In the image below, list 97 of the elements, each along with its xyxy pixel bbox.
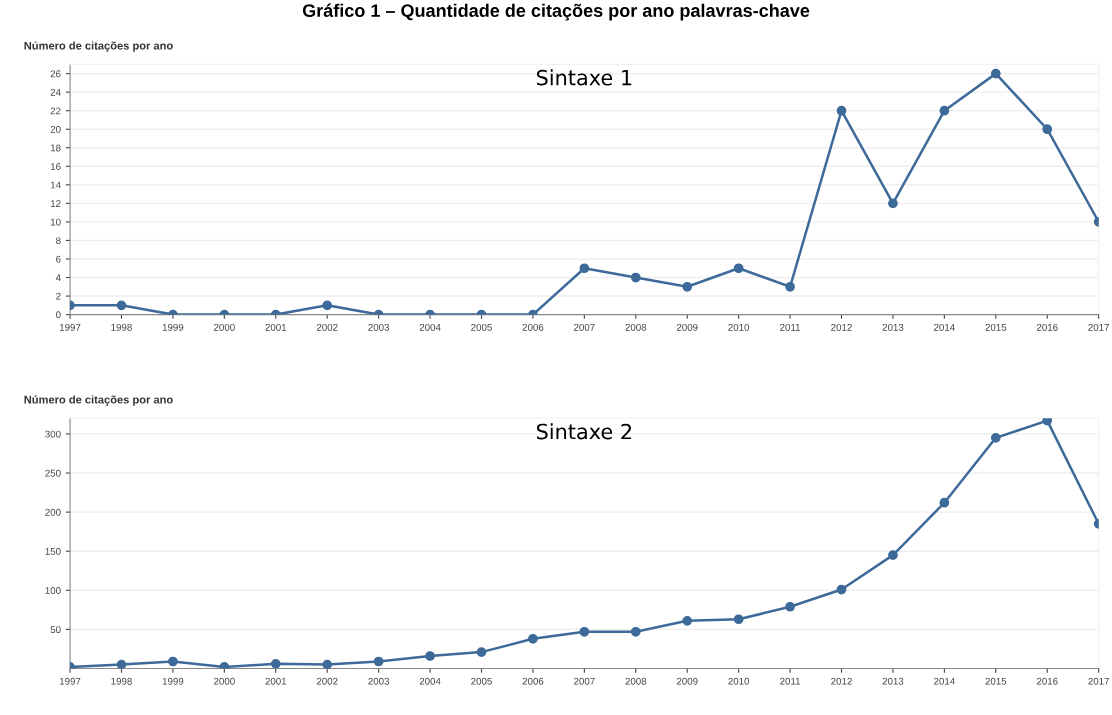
point (116, 300, 127, 311)
x-tick-label: 2015 (985, 323, 1007, 331)
point (528, 633, 538, 644)
point (579, 626, 590, 637)
y-tick-label: 200 (45, 508, 61, 516)
x-tick-label: 1998 (111, 677, 132, 685)
y-tick-label: 6 (56, 255, 61, 263)
x-tick-label: 2001 (265, 677, 287, 685)
x-tick-label: 2014 (934, 677, 955, 685)
x-tick-label: 2015 (985, 677, 1007, 685)
point (733, 263, 744, 274)
x-tick-label: 2007 (574, 677, 595, 685)
y-tick-label: 150 (45, 547, 61, 555)
y-tick-label: 250 (45, 469, 61, 477)
x-tick-label: 2008 (625, 677, 647, 685)
x-tick-label: 2009 (676, 677, 698, 685)
y-tick-label: 24 (50, 88, 61, 96)
y-tick-label: 100 (45, 587, 61, 594)
chart-title: Sintaxe 1 (536, 69, 632, 86)
point (785, 281, 795, 292)
x-tick-label: 1998 (111, 323, 132, 331)
point (1042, 124, 1053, 135)
x-tick-label: 2011 (780, 323, 801, 331)
point (888, 550, 898, 560)
y-tick-label: 12 (50, 200, 61, 207)
x-tick-label: 2006 (522, 677, 544, 685)
x-tick-label: 2017 (1088, 677, 1109, 685)
point (939, 497, 950, 508)
x-tick-label: 2016 (1036, 323, 1058, 331)
point (785, 601, 795, 612)
x-tick-label: 2006 (522, 323, 544, 331)
x-tick-label: 2005 (471, 323, 492, 331)
x-tick-label: 2014 (934, 323, 955, 331)
point (682, 615, 693, 626)
point (733, 614, 744, 625)
point (939, 105, 950, 116)
point (425, 651, 435, 661)
point (630, 272, 641, 283)
point (322, 659, 333, 669)
x-tick-label: 2009 (676, 323, 698, 331)
x-tick-label: 2007 (574, 323, 595, 331)
y-tick-label: 50 (50, 626, 61, 634)
point (116, 659, 127, 669)
x-tick-label: 2012 (831, 323, 852, 331)
y-tick-label: 14 (50, 181, 61, 189)
y-tick-label: 18 (50, 144, 61, 152)
x-tick-label: 2010 (728, 323, 750, 331)
x-tick-label: 1997 (59, 677, 81, 685)
point (322, 300, 333, 311)
x-tick-label: 2011 (780, 677, 801, 685)
point (990, 68, 1001, 79)
point (579, 263, 590, 274)
y-tick-label: 4 (55, 274, 61, 282)
y-axis-title: Número de citações por ano (24, 395, 173, 406)
x-tick-label: 2003 (368, 677, 390, 685)
x-tick-label: 1999 (162, 323, 184, 331)
x-tick-label: 2002 (316, 677, 338, 685)
y-tick-label: 10 (50, 218, 61, 226)
x-tick-label: 2016 (1036, 677, 1058, 685)
point (836, 105, 847, 116)
y-tick-label: 8 (56, 237, 61, 245)
y-tick-label: 0 (56, 311, 61, 319)
point (1042, 418, 1053, 426)
chart-title: Sintaxe 2 (536, 423, 632, 440)
x-tick-label: 2002 (316, 323, 338, 331)
x-tick-label: 2000 (214, 677, 235, 685)
x-tick-label: 2005 (471, 677, 492, 685)
x-tick-label: 2013 (882, 323, 904, 331)
x-tick-label: 2003 (368, 323, 390, 331)
y-tick-label: 300 (45, 430, 61, 438)
x-tick-label: 1997 (59, 323, 81, 331)
point (373, 656, 384, 667)
x-tick-label: 1999 (162, 677, 184, 685)
x-tick-label: 2000 (214, 323, 235, 331)
x-tick-label: 2017 (1088, 323, 1109, 331)
x-tick-label: 2013 (882, 677, 904, 685)
x-tick-label: 2012 (831, 677, 852, 685)
point (682, 281, 693, 292)
y-tick-label: 22 (50, 107, 61, 115)
text: Gráfico 1 – Quantidade de citações por ano palavras-chave (302, 3, 810, 21)
x-tick-label: 2004 (419, 323, 441, 331)
y-axis-title: Número de citações por ano (24, 41, 173, 52)
point (476, 647, 487, 657)
y-tick-label: 20 (50, 125, 61, 133)
point (990, 432, 1001, 443)
point (270, 658, 281, 669)
y-tick-label: 16 (50, 163, 61, 170)
point (168, 656, 178, 667)
x-tick-label: 2008 (625, 323, 647, 331)
x-tick-label: 2001 (265, 323, 287, 331)
y-tick-label: 26 (50, 70, 61, 78)
x-tick-label: 2004 (419, 677, 441, 685)
y-tick-label: 2 (56, 292, 61, 300)
point (836, 584, 847, 595)
point (630, 626, 641, 637)
point (888, 198, 898, 209)
x-tick-label: 2010 (728, 677, 750, 685)
